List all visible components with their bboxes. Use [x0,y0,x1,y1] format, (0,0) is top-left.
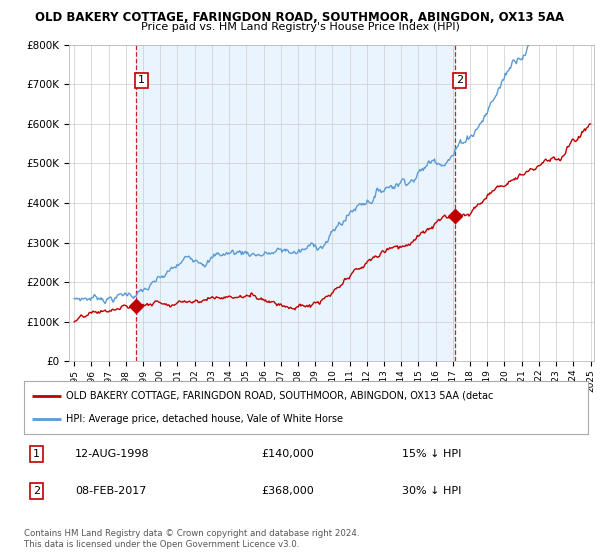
Text: 1: 1 [138,76,145,85]
Text: 2: 2 [456,76,463,85]
Text: 08-FEB-2017: 08-FEB-2017 [75,486,146,496]
Text: 1: 1 [33,449,40,459]
Text: £368,000: £368,000 [261,486,314,496]
Text: 30% ↓ HPI: 30% ↓ HPI [402,486,461,496]
Text: OLD BAKERY COTTAGE, FARINGDON ROAD, SOUTHMOOR, ABINGDON, OX13 5AA (detac: OLD BAKERY COTTAGE, FARINGDON ROAD, SOUT… [66,391,494,401]
Text: 12-AUG-1998: 12-AUG-1998 [75,449,149,459]
Text: £140,000: £140,000 [261,449,314,459]
Text: OLD BAKERY COTTAGE, FARINGDON ROAD, SOUTHMOOR, ABINGDON, OX13 5AA: OLD BAKERY COTTAGE, FARINGDON ROAD, SOUT… [35,11,565,24]
Text: 2: 2 [33,486,40,496]
Bar [136,45,455,361]
Text: 15% ↓ HPI: 15% ↓ HPI [402,449,461,459]
Text: HPI: Average price, detached house, Vale of White Horse: HPI: Average price, detached house, Vale… [66,414,343,424]
Text: Contains HM Land Registry data © Crown copyright and database right 2024.
This d: Contains HM Land Registry data © Crown c… [24,529,359,549]
Text: Price paid vs. HM Land Registry's House Price Index (HPI): Price paid vs. HM Land Registry's House … [140,22,460,32]
